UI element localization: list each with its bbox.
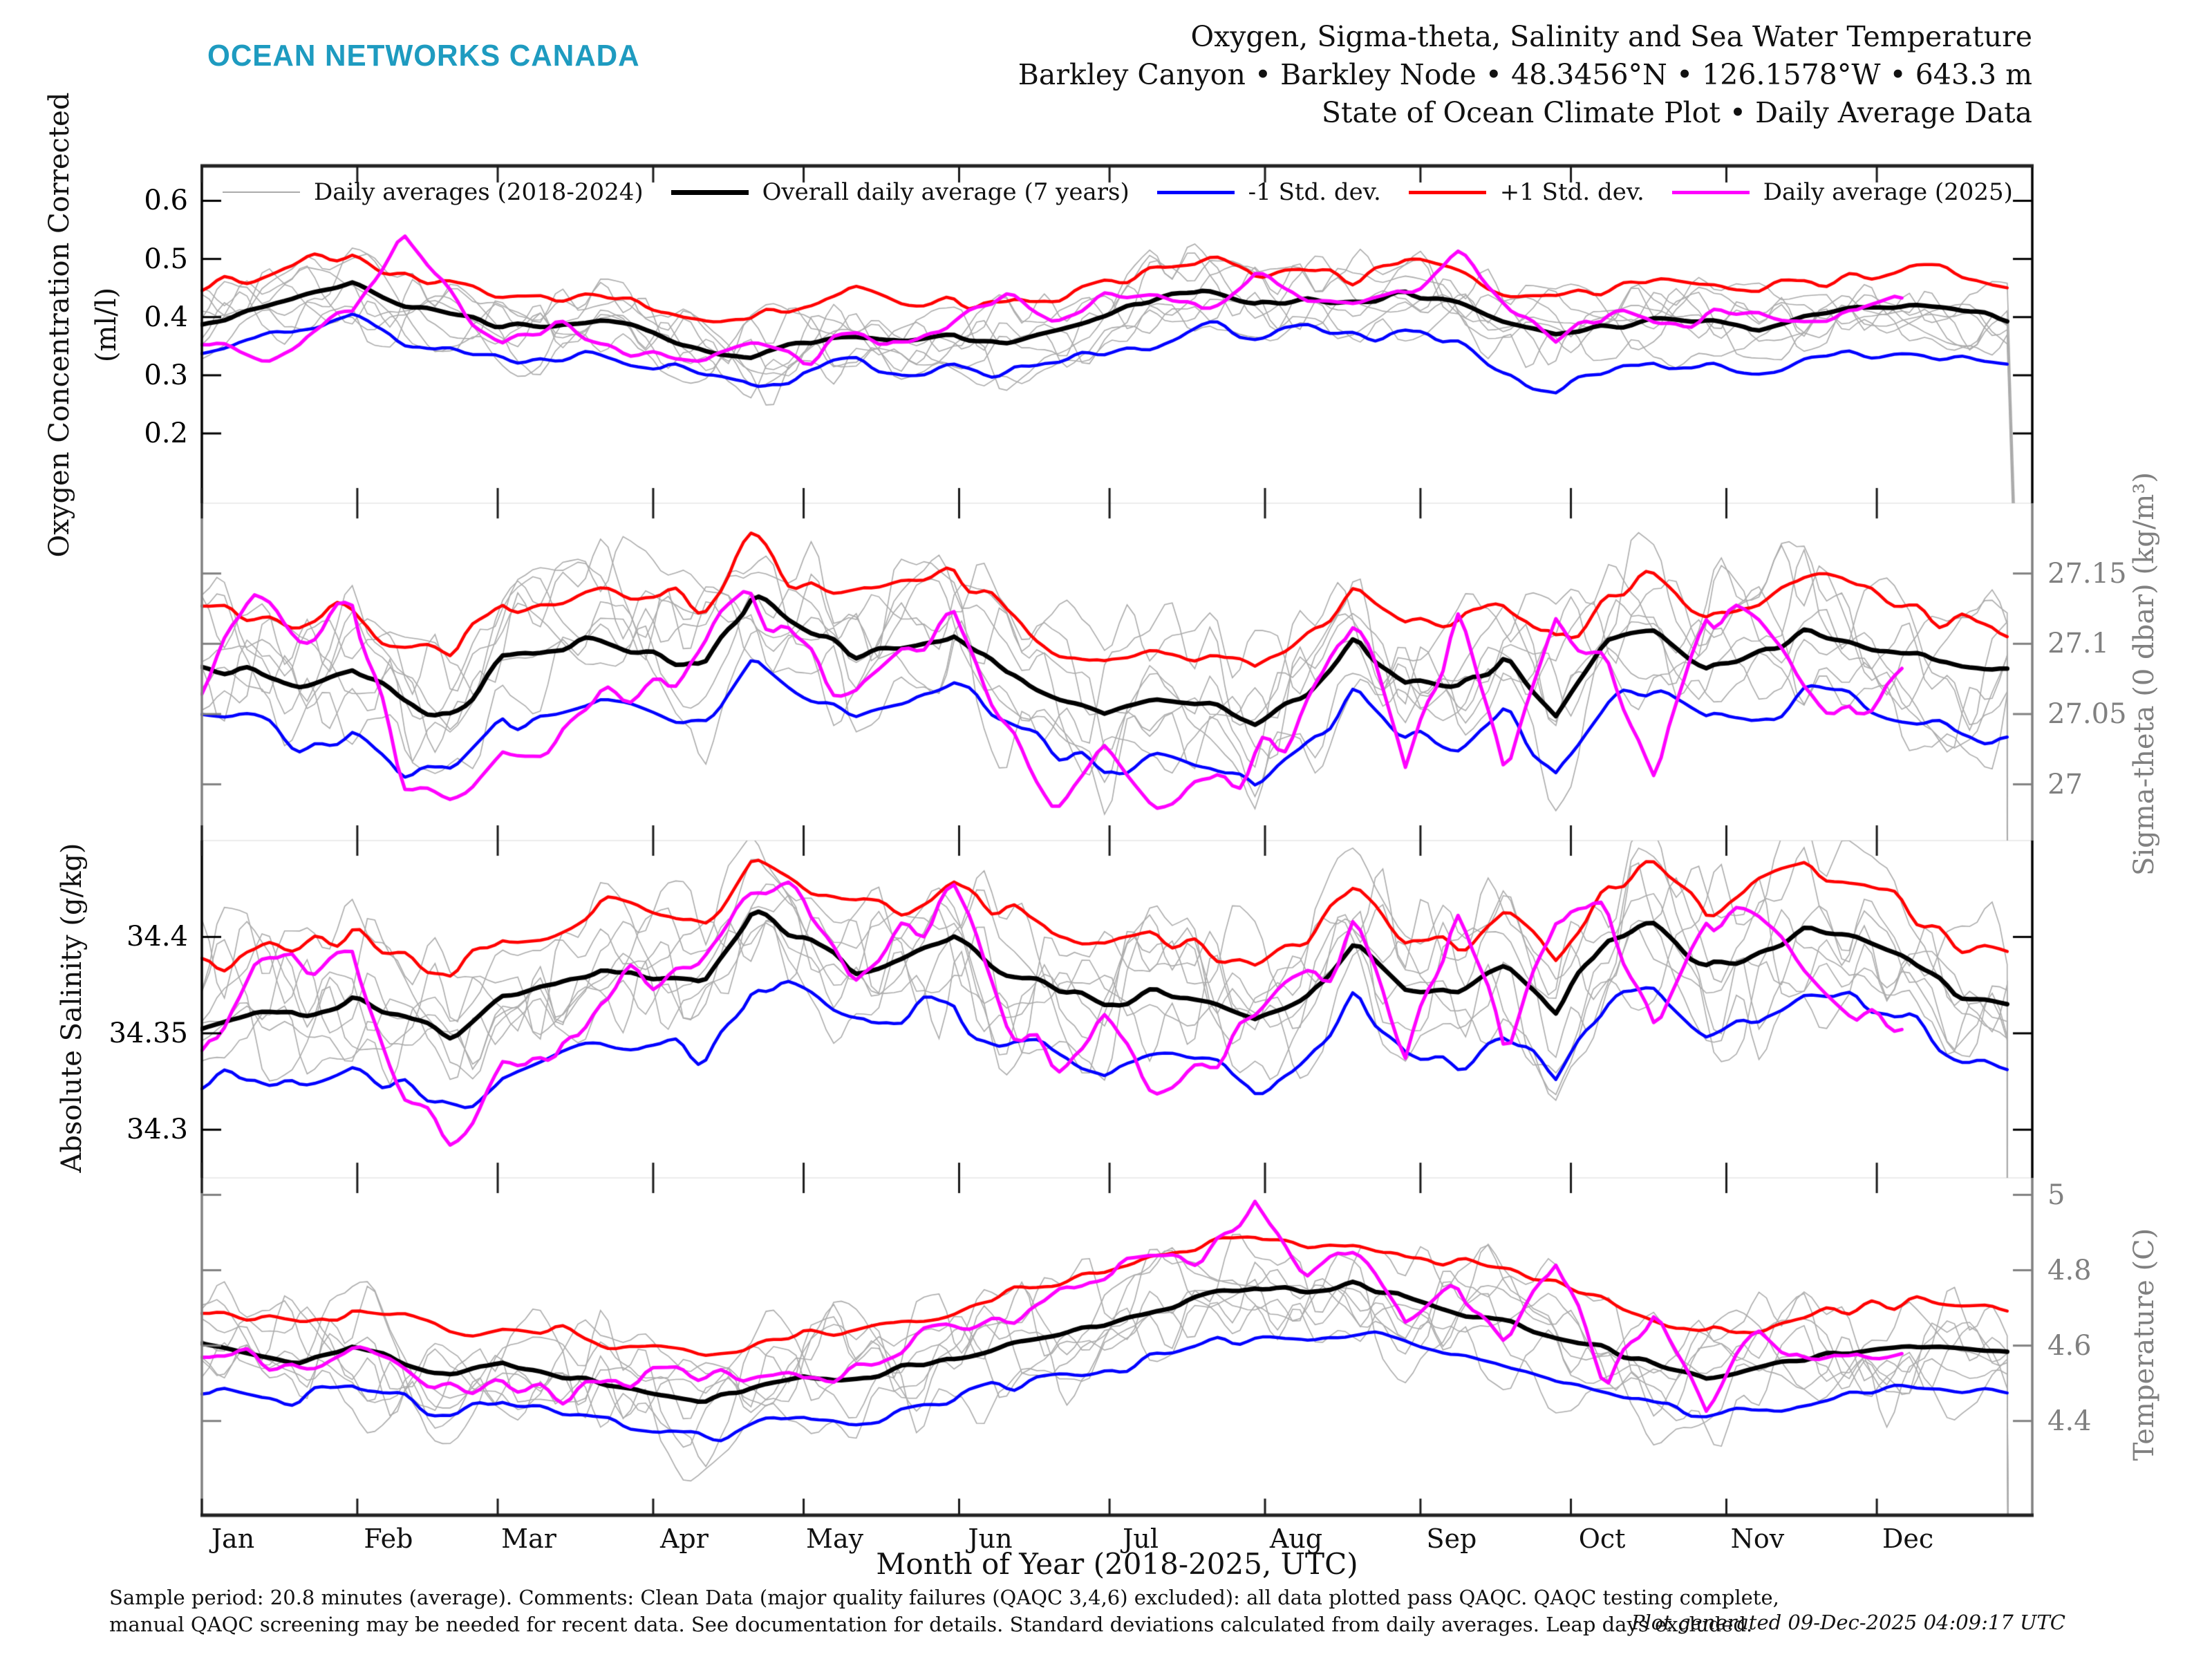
legend-item-1: Daily averages (2018-2024): [223, 178, 644, 206]
ytick-salinity-34.3: 34.3: [126, 1114, 188, 1146]
ytick-temperature-4.8: 4.8: [2047, 1254, 2092, 1286]
legend-line-swatch: [223, 191, 300, 193]
footer-line-1: Sample period: 20.8 minutes (average). C…: [109, 1586, 1779, 1609]
legend: Daily averages (2018-2024) Overall daily …: [223, 178, 2013, 206]
footer-comments: Sample period: 20.8 minutes (average). C…: [109, 1584, 1779, 1638]
title-block: Oxygen, Sigma-theta, Salinity and Sea Wa…: [1018, 18, 2032, 132]
ytick-oxygen-0.3: 0.3: [144, 359, 188, 391]
ytick-oxygen-0.6: 0.6: [144, 185, 188, 217]
ytick-oxygen-0.5: 0.5: [144, 243, 188, 275]
legend-item-2: Overall daily average (7 years): [671, 178, 1130, 206]
xtick-month-dec: Dec: [1882, 1524, 1934, 1554]
x-axis-label: Month of Year (2018-2025, UTC): [876, 1547, 1358, 1581]
plot-generated-timestamp: Plot generated 09-Dec-2025 04:09:17 UTC: [1631, 1611, 2065, 1634]
ytick-oxygen-0.2: 0.2: [144, 418, 188, 450]
xtick-month-oct: Oct: [1578, 1524, 1626, 1554]
y-axis-label-temperature: Temperature (C): [2128, 1228, 2160, 1461]
legend-label: Overall daily average (7 years): [762, 178, 1130, 206]
xtick-month-apr: Apr: [659, 1524, 709, 1554]
legend-item-3: -1 Std. dev.: [1156, 178, 1381, 206]
legend-label: -1 Std. dev.: [1248, 178, 1381, 206]
legend-line-swatch: [1408, 190, 1486, 194]
legend-item-4: +1 Std. dev.: [1408, 178, 1644, 206]
title-line-2: Barkley Canyon • Barkley Node • 48.3456°…: [1018, 57, 2032, 91]
ytick-sigma_theta-27.05: 27.05: [2047, 698, 2127, 730]
ytick-temperature-5: 5: [2047, 1179, 2065, 1211]
ytick-temperature-4.6: 4.6: [2047, 1329, 2092, 1362]
ytick-temperature-4.4: 4.4: [2047, 1405, 2092, 1437]
ytick-sigma_theta-27.1: 27.1: [2047, 628, 2110, 660]
xtick-month-aug: Aug: [1269, 1524, 1323, 1554]
xtick-month-jan: Jan: [211, 1524, 255, 1554]
footer-line-2: manual QAQC screening may be needed for …: [109, 1613, 1753, 1637]
xtick-month-feb: Feb: [364, 1524, 413, 1554]
xtick-month-jul: Jul: [1123, 1524, 1159, 1554]
title-line-3: State of Ocean Climate Plot • Daily Aver…: [1321, 95, 2032, 129]
xtick-month-may: May: [806, 1524, 864, 1554]
legend-label: Daily averages (2018-2024): [314, 178, 644, 206]
xtick-month-sep: Sep: [1426, 1524, 1477, 1554]
ocean-networks-canada-logo: OCEAN NETWORKS CANADA: [207, 39, 640, 73]
legend-label: +1 Std. dev.: [1499, 178, 1644, 206]
xtick-month-nov: Nov: [1730, 1524, 1785, 1554]
ytick-sigma_theta-27: 27: [2047, 768, 2083, 800]
legend-line-swatch: [1671, 190, 1750, 194]
xtick-month-mar: Mar: [501, 1524, 556, 1554]
title-line-1: Oxygen, Sigma-theta, Salinity and Sea Wa…: [1190, 20, 2032, 53]
ytick-oxygen-0.4: 0.4: [144, 301, 188, 333]
ytick-salinity-34.4: 34.4: [126, 921, 188, 953]
legend-line-swatch: [671, 189, 749, 195]
ytick-sigma_theta-27.15: 27.15: [2047, 557, 2127, 590]
legend-item-5: Daily average (2025): [1671, 178, 2013, 206]
ytick-salinity-34.35: 34.35: [109, 1017, 188, 1049]
legend-label: Daily average (2025): [1763, 178, 2013, 206]
y-axis-label-sigma-theta: Sigma-theta (0 dbar) (kg/m³): [2128, 471, 2160, 877]
xtick-month-jun: Jun: [968, 1524, 1013, 1554]
legend-line-swatch: [1156, 190, 1235, 194]
